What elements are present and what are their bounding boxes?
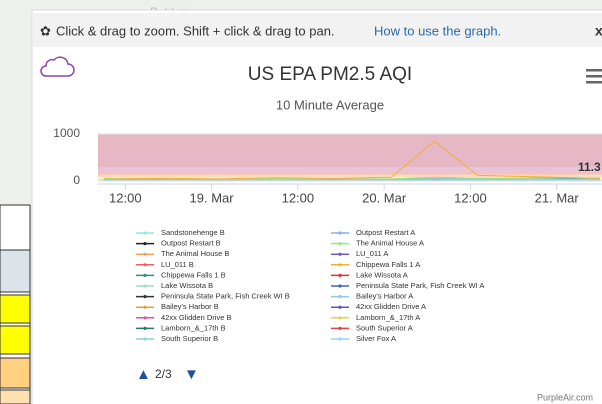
legend-marker (143, 326, 147, 330)
legend-label: Lake Wissota A (356, 270, 408, 279)
legend-label: 42xx Glidden Drive B (161, 313, 231, 322)
legend-marker (143, 305, 147, 309)
legend-label: The Animal House A (356, 239, 424, 248)
legend-label: Bailey's Harbor A (356, 292, 413, 301)
x-tick-label: 12:00 (454, 190, 487, 205)
legend-label: Chippewa Falls 1 A (356, 260, 420, 269)
legend-page: 2/3 (155, 367, 172, 381)
legend-label: Chippewa Falls 1 B (161, 270, 226, 279)
legend-next[interactable]: ▼ (184, 366, 199, 383)
popup (31, 9, 602, 404)
legend-label: Sandstonehenge B (161, 228, 225, 237)
legend-label: Lamborn_&_17th B (161, 323, 226, 332)
x-tick-label: 21. Mar (535, 190, 580, 205)
legend-label: The Animal House B (161, 249, 229, 258)
chart-subtitle: 10 Minute Average (276, 97, 384, 112)
y-tick-label: 1000 (53, 126, 80, 140)
legend-label: Bailey's Harbor B (161, 302, 219, 311)
legend-marker (338, 305, 342, 309)
legend-marker (338, 263, 342, 267)
toolbar (33, 13, 602, 47)
legend-marker (143, 263, 147, 267)
legend-marker (143, 231, 147, 235)
legend-label: Outpost Restart B (161, 239, 221, 248)
legend-label: Peninsula State Park, Fish Creek WI B (161, 292, 290, 301)
legend-marker (143, 316, 147, 320)
legend-marker (338, 316, 342, 320)
chart-title: US EPA PM2.5 AQI (248, 64, 412, 85)
legend-marker (143, 273, 147, 277)
background-table (0, 204, 31, 404)
legend-marker (143, 295, 147, 299)
legend-label: LU_011 A (356, 249, 388, 258)
menu-icon[interactable] (586, 69, 602, 84)
axes: 0 1000 12:00 19. Mar 12:00 20. Mar 12:00 21. Ma… (53, 126, 602, 205)
legend-marker (143, 284, 147, 288)
legend-marker (338, 242, 342, 246)
toolbar-hint: Click & drag to zoom. Shift + click & dr… (56, 23, 335, 38)
legend-label: Silver Fox A (356, 334, 396, 343)
legend-marker (338, 273, 342, 277)
legend-marker (338, 284, 342, 288)
legend-marker (338, 337, 342, 341)
legend-label: Outpost Restart A (356, 228, 415, 237)
legend-marker (338, 252, 342, 256)
series-line (103, 140, 600, 180)
aqi-bands (98, 134, 602, 181)
help-link[interactable]: How to use the graph. (374, 23, 501, 38)
gear-icon: ✿ (40, 23, 51, 38)
legend-marker (143, 252, 147, 256)
legend-marker (338, 295, 342, 299)
y-tick-label: 0 (73, 173, 80, 187)
annotation: 11.3 (578, 160, 601, 174)
close-button[interactable]: x (595, 23, 602, 39)
legend-label: 42xx Glidden Drive A (356, 302, 426, 311)
legend-label: Lamborn_&_17th A (356, 313, 420, 322)
legend-label: South Superior A (356, 323, 413, 332)
legend-label: Lake Wissota B (161, 281, 213, 290)
x-tick-label: 20. Mar (362, 190, 407, 205)
x-tick-label: 12:00 (282, 190, 315, 205)
legend-marker (143, 337, 147, 341)
legend-label: LU_011 B (161, 260, 194, 269)
legend-marker (143, 242, 147, 246)
legend-marker (338, 326, 342, 330)
x-tick-label: 19. Mar (190, 190, 235, 205)
legend-label: Peninsula State Park, Fish Creek WI A (356, 281, 484, 290)
footer-credit: PurpleAir.com (537, 392, 593, 402)
legend-marker (338, 231, 342, 235)
cloud-icon[interactable] (40, 56, 75, 77)
legend-prev[interactable]: ▲ (136, 366, 151, 383)
x-tick-label: 12:00 (109, 190, 142, 205)
legend-label: South Superior B (161, 334, 218, 343)
